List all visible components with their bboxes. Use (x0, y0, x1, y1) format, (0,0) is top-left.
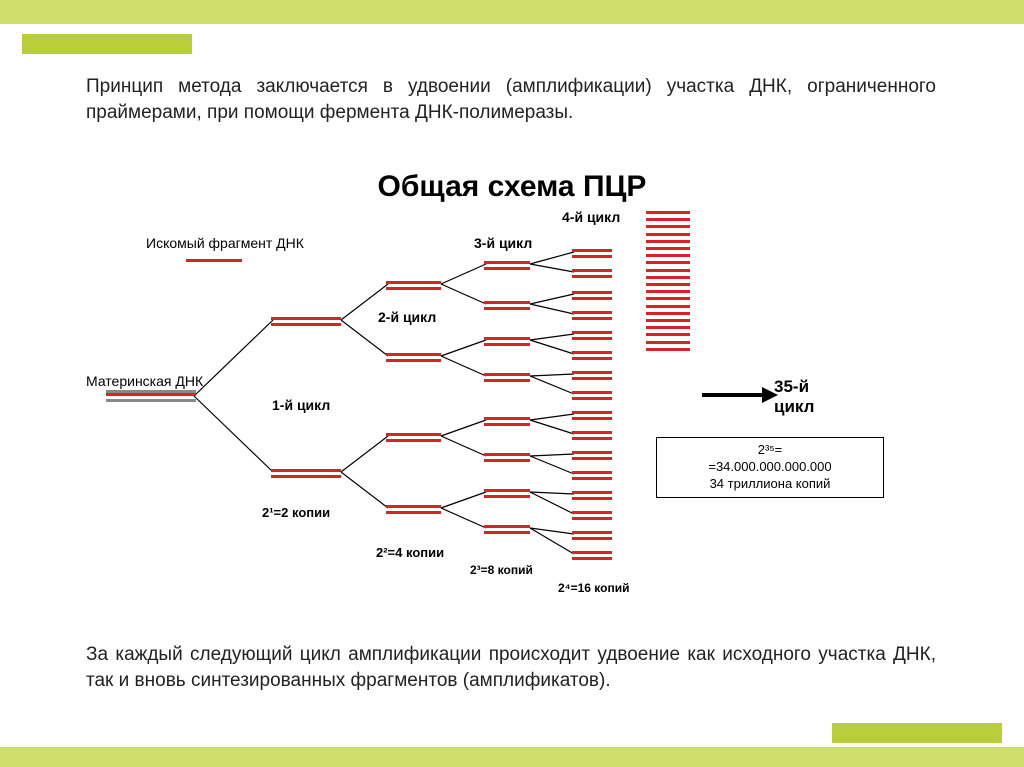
slide: Принцип метода заключается в удвоении (а… (0, 0, 1024, 767)
label-cycle-1: 1-й цикл (272, 397, 330, 413)
target-fragment-strand (186, 259, 242, 262)
box-line-1: 2³⁵= (758, 442, 783, 457)
label-copies-2-1: 2¹=2 копии (262, 505, 330, 520)
label-target-fragment: Искомый фрагмент ДНК (146, 235, 304, 251)
label-cycle-35-b: цикл (774, 397, 814, 416)
label-copies-2-4: 2⁴=16 копий (558, 581, 629, 595)
box-35-cycles: 2³⁵= =34.000.000.000.000 34 триллиона ко… (656, 437, 884, 498)
diagram-title: Общая схема ПЦР (0, 170, 1024, 204)
label-cycle-35: 35-й цикл (774, 377, 814, 417)
label-copies-2-2: 2²=4 копии (376, 545, 444, 560)
bottom-accent-bar (0, 747, 1024, 767)
label-copies-2-3: 2³=8 копий (470, 563, 533, 577)
label-cycle-3: 3-й цикл (474, 235, 532, 251)
label-mother-dna: Материнская ДНК (86, 373, 203, 389)
pcr-tree-diagram: Искомый фрагмент ДНК Материнская ДНК 1-й… (86, 205, 936, 625)
bottom-shelf (832, 723, 1002, 743)
box-line-2: =34.000.000.000.000 (708, 459, 831, 474)
top-shelf (22, 34, 192, 54)
top-accent-bar (0, 0, 1024, 24)
label-cycle-35-a: 35-й (774, 377, 809, 396)
intro-text: Принцип метода заключается в удвоении (а… (86, 74, 936, 125)
root-grey (106, 390, 196, 393)
label-cycle-2: 2-й цикл (378, 309, 436, 325)
label-cycle-4: 4-й цикл (562, 209, 620, 225)
outro-text: За каждый следующий цикл амплификации пр… (86, 642, 936, 693)
box-line-3: 34 триллиона копий (710, 476, 831, 491)
